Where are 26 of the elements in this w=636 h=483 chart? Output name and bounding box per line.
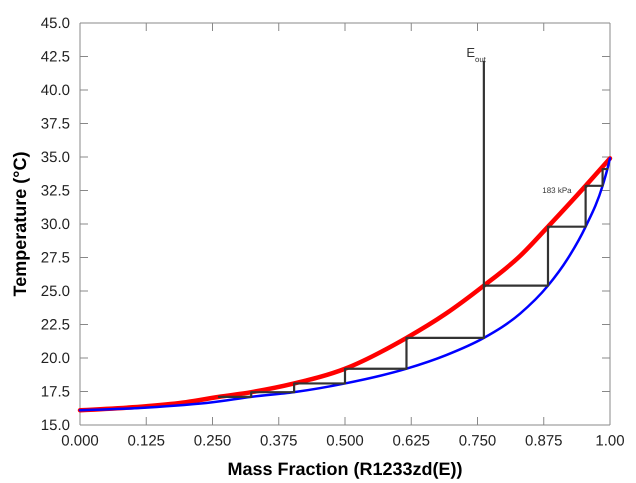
x-tick-label: 0.000 bbox=[61, 432, 99, 450]
y-tick-label: 15.0 bbox=[40, 416, 70, 434]
x-axis-title: Mass Fraction (R1233zd(E)) bbox=[227, 459, 463, 479]
annotation: E$_{out}$ bbox=[466, 44, 487, 64]
x-tick-label: 0.250 bbox=[194, 432, 232, 450]
y-tick-label: 27.5 bbox=[40, 249, 70, 266]
y-tick-label: 20.0 bbox=[40, 350, 70, 367]
y-axis-title: Temperature (°C) bbox=[10, 152, 30, 296]
y-tick-label: 40.0 bbox=[40, 82, 70, 99]
x-tick-label: 0.500 bbox=[326, 432, 364, 450]
y-tick-label: 37.5 bbox=[40, 115, 70, 132]
x-tick-label: 0.375 bbox=[260, 432, 298, 450]
y-tick-label: 17.5 bbox=[40, 383, 70, 400]
x-tick-label: 0.750 bbox=[458, 432, 496, 450]
y-tick-label: 30.0 bbox=[40, 216, 70, 233]
x-tick-label: 0.125 bbox=[127, 432, 166, 450]
y-tick-label: 35.0 bbox=[40, 148, 70, 166]
x-tick-label: 0.875 bbox=[524, 432, 563, 450]
y-tick-label: 32.5 bbox=[40, 182, 70, 200]
y-tick-label: 42.5 bbox=[40, 48, 70, 66]
annotation: 183 kPa bbox=[542, 186, 572, 195]
x-tick-label: 0.625 bbox=[392, 432, 430, 450]
x-tick-label: 1.00 bbox=[595, 432, 625, 450]
y-tick-label: 25.0 bbox=[40, 282, 70, 300]
y-tick-label: 45.0 bbox=[40, 14, 70, 32]
y-tick-label: 22.5 bbox=[40, 316, 70, 334]
